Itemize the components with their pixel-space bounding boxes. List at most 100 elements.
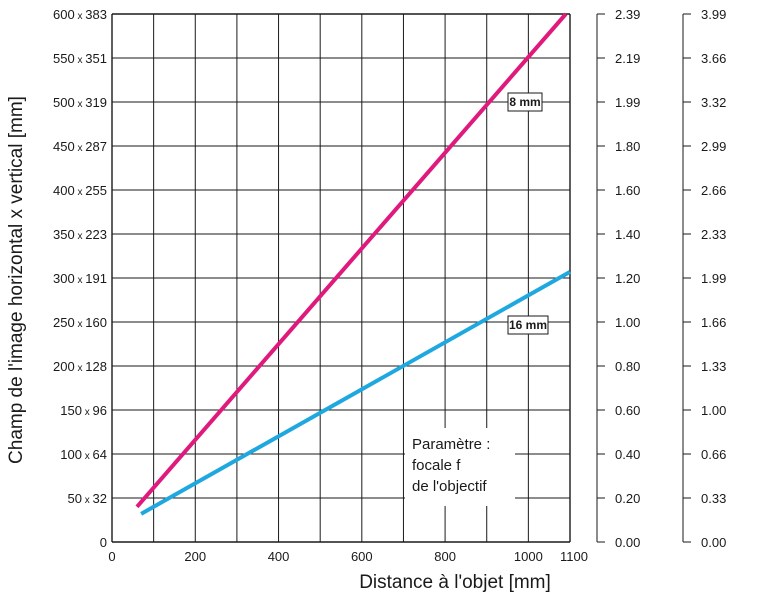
secondary-axis-tick-label: 0.66 (701, 447, 726, 462)
series-label: 8 mm (509, 95, 540, 109)
secondary-axis-tick-label: 2.99 (701, 139, 726, 154)
y-tick-vertical-value: 128 (85, 359, 107, 374)
y-tick-separator: x (75, 11, 86, 22)
secondary-axis-tick-label: 1.66 (701, 315, 726, 330)
x-tick-label: 800 (434, 549, 456, 564)
secondary-axis-tick-label: 0.00 (615, 535, 640, 550)
secondary-axis-tick-label: 3.99 (701, 7, 726, 22)
x-axis-ticks: 0 200 400 600 800 1000 1100 (108, 549, 588, 564)
y-axis-title: Champ de l'image horizontal x vertical [… (6, 96, 27, 464)
x-tick-label: 200 (184, 549, 206, 564)
y-tick-horizontal-value: 0 (100, 535, 107, 550)
secondary-axis-tick-label: 0.80 (615, 359, 640, 374)
y-tick-horizontal-value: 600 (53, 7, 75, 22)
secondary-axis-tick-label: 1.99 (701, 271, 726, 286)
y-tick-label: 200 x 128 (53, 359, 107, 374)
y-tick-vertical-value: 351 (85, 51, 107, 66)
y-tick-label: 450 x 287 (53, 139, 107, 154)
y-tick-vertical-value: 96 (93, 403, 107, 418)
labels-layer: 8 mm 16 mm (507, 92, 549, 335)
y-tick-separator: x (82, 451, 93, 462)
y-tick-horizontal-value: 250 (53, 315, 75, 330)
y-tick-horizontal-value: 400 (53, 183, 75, 198)
series-line (140, 270, 571, 516)
y-tick-vertical-value: 255 (85, 183, 107, 198)
series-line (135, 12, 568, 509)
y-tick-label: 250 x 160 (53, 315, 107, 330)
secondary-axis-tick-label: 1.33 (701, 359, 726, 374)
x-tick-label: 400 (268, 549, 290, 564)
y-tick-label: 400 x 255 (53, 183, 107, 198)
y-tick-vertical-value: 223 (85, 227, 107, 242)
y-tick-vertical-value: 32 (93, 491, 107, 506)
x-tick-label: 600 (351, 549, 373, 564)
secondary-axis-tick-label: 1.80 (615, 139, 640, 154)
secondary-axis-2: 0.00 0.33 0.66 1.00 1.33 1.66 1.99 2.33 2.66 2.99… (682, 7, 726, 550)
y-tick-vertical-value: 287 (85, 139, 107, 154)
y-tick-separator: x (75, 55, 86, 66)
y-tick-label: 100 x 64 (60, 447, 107, 462)
y-tick-vertical-value: 64 (93, 447, 107, 462)
y-tick-separator: x (75, 319, 86, 330)
series-label-box (507, 315, 549, 335)
y-tick-horizontal-value: 500 (53, 95, 75, 110)
y-tick-label: 50 x 32 (68, 491, 108, 506)
y-tick-label: 550 x 351 (53, 51, 107, 66)
y-tick-vertical-value: 383 (85, 7, 107, 22)
y-tick-label: 600 x 383 (53, 7, 107, 22)
secondary-axis-tick-label: 1.40 (615, 227, 640, 242)
y-tick-separator: x (75, 231, 86, 242)
y-tick-label: 0 (100, 535, 107, 550)
x-tick-label: 1000 (514, 549, 543, 564)
y-tick-horizontal-value: 200 (53, 359, 75, 374)
y-tick-separator: x (75, 187, 86, 198)
x-tick-label: 1100 (560, 549, 588, 564)
y-tick-vertical-value: 191 (85, 271, 107, 286)
x-tick-label: 0 (108, 549, 115, 564)
y-tick-label: 150 x 96 (60, 403, 107, 418)
secondary-axis-tick-label: 2.66 (701, 183, 726, 198)
secondary-axis-tick-label: 1.00 (615, 315, 640, 330)
y-tick-horizontal-value: 350 (53, 227, 75, 242)
secondary-axis-tick-label: 1.20 (615, 271, 640, 286)
annotation-box: Paramètre : focale f de l'objectif (405, 428, 515, 506)
y-tick-separator: x (75, 99, 86, 110)
secondary-axis-tick-label: 2.19 (615, 51, 640, 66)
series-label: 16 mm (509, 318, 547, 332)
y-tick-label: 350 x 223 (53, 227, 107, 242)
secondary-axis-tick-label: 1.99 (615, 95, 640, 110)
y-tick-separator: x (75, 143, 86, 154)
annotation-background (405, 428, 515, 506)
y-tick-label: 500 x 319 (53, 95, 107, 110)
y-tick-separator: x (75, 363, 86, 374)
secondary-axis-1: 0.00 0.20 0.40 0.60 0.80 1.00 1.20 1.40 1.60 1.80… (596, 7, 640, 550)
y-tick-horizontal-value: 450 (53, 139, 75, 154)
y-tick-separator: x (75, 275, 86, 286)
secondary-axis-tick-label: 0.33 (701, 491, 726, 506)
secondary-axis-tick-label: 2.39 (615, 7, 640, 22)
y-tick-horizontal-value: 150 (60, 403, 82, 418)
secondary-axis-tick-label: 0.40 (615, 447, 640, 462)
annotation-line-1: Paramètre : (412, 436, 490, 453)
secondary-axis-tick-label: 3.32 (701, 95, 726, 110)
secondary-axis-tick-label: 3.66 (701, 51, 726, 66)
y-tick-separator: x (82, 495, 93, 506)
annotation-line-3: de l'objectif (412, 478, 487, 495)
secondary-axis-tick-label: 1.60 (615, 183, 640, 198)
series-label-box (507, 92, 543, 112)
series-layer (135, 12, 571, 516)
annotation-line-2: focale f (412, 457, 461, 474)
y-tick-separator: x (82, 407, 93, 418)
secondary-axis-tick-label: 1.00 (701, 403, 726, 418)
y-tick-horizontal-value: 550 (53, 51, 75, 66)
y-tick-vertical-value: 160 (85, 315, 107, 330)
x-axis-title: Distance à l'objet [mm] (359, 572, 551, 593)
y-tick-vertical-value: 319 (85, 95, 107, 110)
secondary-axis-tick-label: 0.00 (701, 535, 726, 550)
secondary-axis-tick-label: 2.33 (701, 227, 726, 242)
y-tick-horizontal-value: 100 (60, 447, 82, 462)
y-tick-horizontal-value: 50 (68, 491, 82, 506)
y-tick-horizontal-value: 300 (53, 271, 75, 286)
secondary-axis-tick-label: 0.20 (615, 491, 640, 506)
